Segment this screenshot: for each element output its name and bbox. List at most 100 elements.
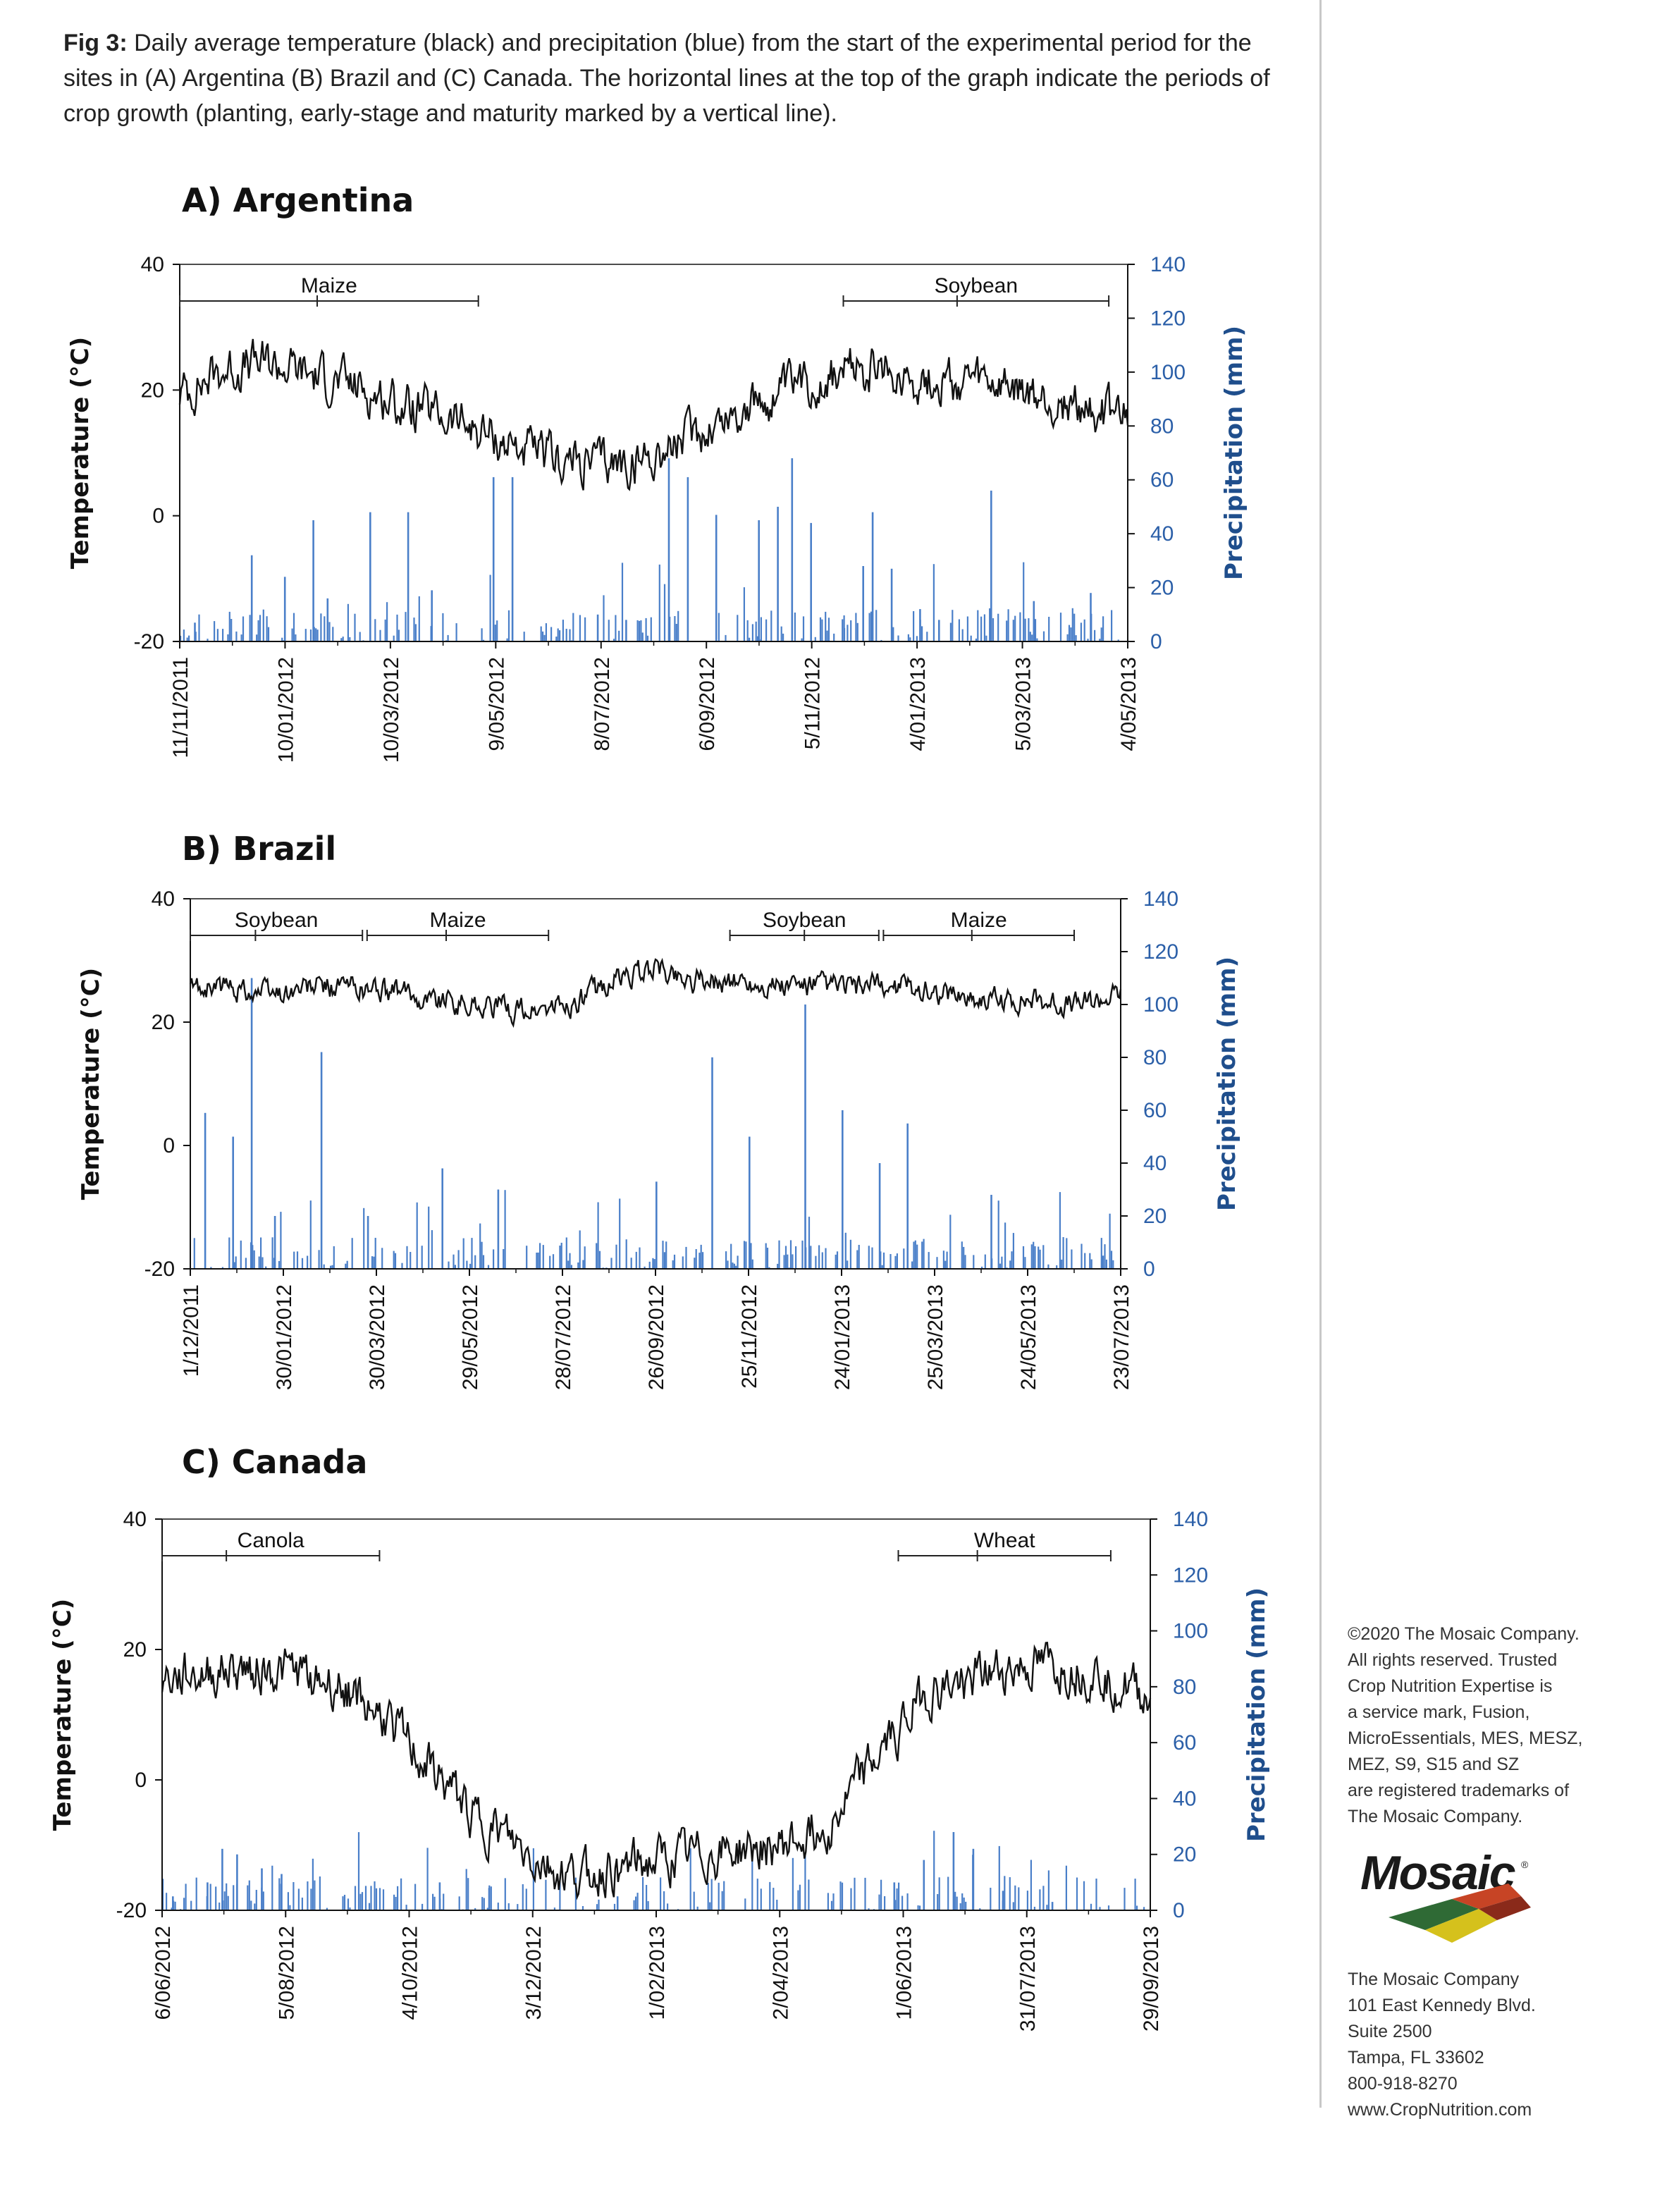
panel-title: B) Brazil bbox=[182, 830, 336, 868]
x-tick-label: 2/04/2013 bbox=[769, 1926, 792, 2020]
precipitation-bar bbox=[702, 1252, 704, 1269]
precipitation-bar bbox=[193, 1238, 195, 1269]
precipitation-bar bbox=[481, 1897, 484, 1910]
precipitation-bar bbox=[442, 613, 444, 641]
precipitation-bar bbox=[497, 1903, 499, 1910]
precipitation-bar bbox=[737, 615, 739, 641]
precipitation-bar bbox=[539, 1243, 541, 1269]
precipitation-bar bbox=[382, 1889, 385, 1910]
precipitation-bar bbox=[776, 1900, 778, 1910]
precipitation-bar bbox=[999, 1263, 1002, 1269]
precipitation-bar bbox=[291, 628, 293, 641]
precipitation-bar bbox=[221, 1267, 223, 1269]
precipitation-bar bbox=[235, 1256, 237, 1269]
precipitation-bar bbox=[333, 1246, 335, 1269]
precipitation-bar bbox=[928, 1252, 930, 1269]
precipitation-bar bbox=[839, 1881, 842, 1910]
precipitation-bar bbox=[673, 1254, 676, 1269]
precipitation-bar bbox=[911, 1261, 913, 1269]
precipitation-bar bbox=[474, 1907, 476, 1910]
precipitation-bar bbox=[559, 630, 561, 641]
precipitation-bar bbox=[890, 1254, 892, 1269]
precipitation-bar bbox=[855, 613, 857, 641]
precipitation-bar bbox=[346, 1260, 348, 1269]
precipitation-bar bbox=[808, 1879, 810, 1910]
precipitation-bar bbox=[792, 1857, 794, 1910]
precipitation-bar bbox=[469, 1263, 472, 1269]
precipitation-bar bbox=[990, 1888, 992, 1910]
x-tick-label: 1/06/2013 bbox=[893, 1926, 916, 2020]
precipitation-bar bbox=[410, 1252, 412, 1269]
precipitation-bar bbox=[760, 1888, 762, 1910]
legal-line: All rights reserved. Trusted bbox=[1348, 1650, 1558, 1670]
precipitation-bar bbox=[878, 1163, 881, 1269]
precipitation-bar bbox=[1002, 1891, 1004, 1911]
precipitation-bar bbox=[765, 619, 768, 641]
precipitation-bar bbox=[250, 555, 253, 641]
precipitation-bar bbox=[289, 1905, 291, 1910]
x-tick-label: 30/03/2012 bbox=[366, 1284, 389, 1390]
precipitation-bar bbox=[613, 639, 615, 641]
precipitation-bar bbox=[1105, 1259, 1107, 1269]
precipitation-bar bbox=[755, 621, 757, 641]
precipitation-bar bbox=[266, 616, 268, 641]
precipitation-bar bbox=[486, 1907, 488, 1910]
precipitation-bar bbox=[625, 1239, 627, 1269]
precipitation-bar bbox=[1028, 618, 1030, 641]
precipitation-bar bbox=[687, 477, 689, 641]
precipitation-bar bbox=[1110, 1251, 1113, 1269]
precipitation-bar bbox=[198, 614, 200, 641]
precipitation-bar bbox=[431, 590, 433, 641]
precipitation-bar bbox=[254, 1903, 256, 1910]
precipitation-bar bbox=[253, 1250, 255, 1269]
precipitation-bar bbox=[847, 1260, 849, 1269]
precipitation-bar bbox=[1080, 622, 1082, 641]
x-tick-label: 8/07/2012 bbox=[591, 657, 614, 751]
precipitation-bar bbox=[1033, 1907, 1035, 1910]
precipitation-bar bbox=[841, 1882, 844, 1910]
precipitation-bar bbox=[1004, 1222, 1007, 1269]
precipitation-bar bbox=[901, 1895, 904, 1910]
precipitation-bar bbox=[249, 615, 251, 641]
precipitation-bar bbox=[549, 1255, 551, 1269]
precipitation-bar bbox=[227, 1895, 229, 1910]
panel-title: A) Argentina bbox=[182, 181, 414, 219]
precipitation-bar bbox=[560, 1243, 562, 1269]
precipitation-bar bbox=[870, 611, 873, 641]
precipitation-bar bbox=[370, 1886, 372, 1910]
precipitation-bar bbox=[397, 1886, 399, 1910]
x-tick-label: 25/03/2013 bbox=[924, 1284, 947, 1390]
precipitation-bar bbox=[970, 635, 972, 641]
precipitation-bar bbox=[240, 634, 242, 641]
precipitation-bar bbox=[433, 1896, 436, 1910]
precipitation-bar bbox=[849, 1239, 851, 1269]
precipitation-bar bbox=[260, 1237, 262, 1269]
y-tick-label: 0 bbox=[135, 1769, 147, 1792]
precipitation-bar bbox=[658, 564, 660, 641]
precipitation-bar bbox=[540, 626, 542, 641]
precipitation-bar bbox=[1095, 1879, 1097, 1910]
precipitation-bar bbox=[1073, 613, 1076, 641]
x-tick-label: 25/11/2012 bbox=[738, 1284, 761, 1389]
precipitation-bar bbox=[214, 621, 216, 641]
precipitation-bar bbox=[949, 622, 952, 641]
precipitation-bar bbox=[769, 1881, 771, 1910]
precipitation-bar bbox=[342, 1896, 344, 1910]
precipitation-bar bbox=[603, 595, 605, 641]
precipitation-bar bbox=[862, 566, 864, 641]
x-tick-label: 5/11/2012 bbox=[801, 657, 825, 749]
precipitation-bar bbox=[916, 636, 918, 641]
precipitation-bar bbox=[783, 1255, 785, 1269]
x-tick-label: 31/07/2013 bbox=[1016, 1926, 1040, 2032]
precipitation-bar bbox=[966, 616, 968, 641]
mosaic-logo: Mosaic ® bbox=[1360, 1846, 1531, 1943]
precipitation-bar bbox=[310, 1888, 312, 1910]
y2-tick-label: 20 bbox=[1150, 577, 1174, 600]
precipitation-bar bbox=[405, 612, 407, 641]
precipitation-bar bbox=[835, 1254, 837, 1269]
x-tick-label: 23/07/2013 bbox=[1110, 1284, 1133, 1390]
precipitation-bar bbox=[1018, 1887, 1020, 1910]
precipitation-bar bbox=[1009, 1260, 1011, 1269]
precipitation-bar bbox=[542, 631, 544, 641]
precipitation-bar bbox=[398, 629, 400, 641]
